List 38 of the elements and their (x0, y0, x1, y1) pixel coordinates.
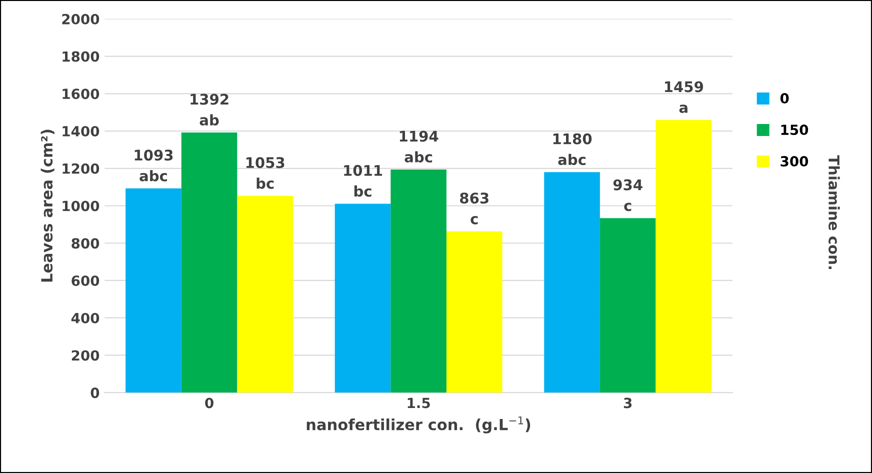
bar (446, 231, 502, 393)
x-tick-label: 3 (624, 398, 632, 408)
y-tick-label: 600 (72, 275, 100, 286)
data-label: 934 c (613, 179, 642, 212)
y-tick-label: 0 (90, 388, 100, 398)
y-tick-label: 800 (72, 238, 100, 249)
data-label: 1093 abc (134, 150, 173, 182)
x-tick-label: 0 (205, 398, 214, 408)
data-label: 863 c (460, 192, 488, 224)
y-tick-label: 1200 (62, 163, 100, 174)
bar (181, 132, 238, 393)
bar (237, 196, 293, 393)
data-label: 1011 bc (344, 164, 382, 197)
y-tick-label: 1600 (62, 88, 100, 100)
bar (544, 172, 600, 393)
x-tick-label: 1.5 (408, 398, 430, 408)
data-label: 1392 ab (190, 94, 228, 126)
data-label: 1180 abc (553, 133, 592, 166)
data-label: 1053 bc (246, 157, 284, 189)
legend-label: 150 (781, 124, 808, 136)
y-tick-label: 1000 (62, 200, 100, 212)
legend-label: 0 (780, 93, 789, 104)
data-label: 1194 abc (400, 130, 438, 163)
y-tick-label: 400 (71, 312, 100, 324)
bar (656, 120, 712, 393)
bar (126, 188, 182, 393)
y-tick-label: 1800 (62, 51, 100, 62)
data-label: 1459 a (665, 81, 704, 114)
bar (600, 218, 656, 393)
legend-label: 300 (780, 156, 808, 167)
bar (390, 170, 446, 393)
y-tick-label: 1400 (62, 126, 100, 136)
bar (334, 204, 391, 393)
x-axis-title: nanofertilizer con. (g.L$^{−1}$) (306, 416, 530, 434)
y-tick-label: 2000 (62, 14, 100, 24)
legend-title: Thiamine con. (828, 155, 840, 270)
y-tick-label: 200 (72, 350, 100, 361)
y-axis-title: Leaves area (cm²) (40, 130, 54, 282)
